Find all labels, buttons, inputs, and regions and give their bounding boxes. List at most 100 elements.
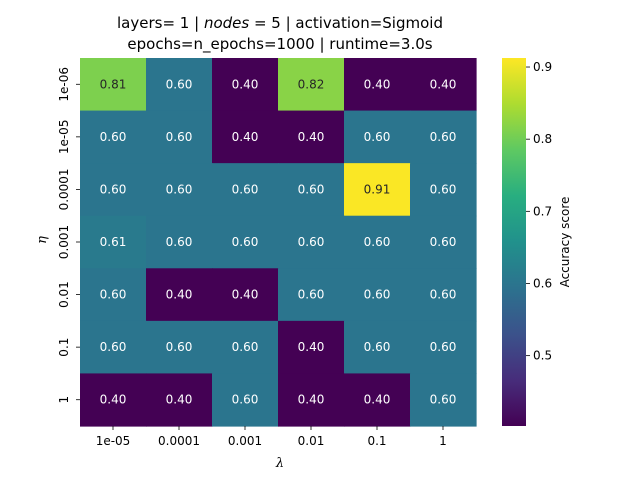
heatmap-cell xyxy=(80,58,147,112)
x-tick-label: 1e-05 xyxy=(96,434,131,448)
cell-value-label: 0.61 xyxy=(100,235,127,249)
cell-value-label: 0.91 xyxy=(364,182,391,196)
heatmap-cell xyxy=(212,58,279,112)
heatmap-cell xyxy=(344,373,411,427)
heatmap-cell xyxy=(410,268,477,322)
cell-value-label: 0.40 xyxy=(166,288,193,302)
heatmap-cell xyxy=(410,163,477,217)
heatmap-cell xyxy=(146,163,213,217)
cell-value-label: 0.60 xyxy=(364,235,391,249)
heatmap-cell xyxy=(344,58,411,112)
heatmap-cell xyxy=(212,110,279,164)
cell-value-label: 0.60 xyxy=(100,182,127,196)
colorbar-tick-label: 0.9 xyxy=(533,60,552,74)
cell-value-label: 0.60 xyxy=(166,130,193,144)
x-tick-label: 1 xyxy=(439,434,447,448)
heatmap-cell xyxy=(146,268,213,322)
y-axis-label: η xyxy=(35,236,50,244)
heatmap-cell xyxy=(146,373,213,427)
x-tick-label: 0.01 xyxy=(298,434,325,448)
heatmap-cells: 0.81 0.60 0.40 0.82 0.40 0.40 0.60 0.60 0.40 0.40… xyxy=(80,58,477,427)
cell-value-label: 0.60 xyxy=(364,130,391,144)
colorbar-tick-label: 0.7 xyxy=(533,204,552,218)
cell-value-label: 0.40 xyxy=(430,77,457,91)
heatmap-cell xyxy=(278,373,345,427)
heatmap-cell xyxy=(410,215,477,269)
heatmap-cell xyxy=(80,215,147,269)
cell-value-label: 0.60 xyxy=(166,340,193,354)
x-axis-label: λ xyxy=(275,456,284,471)
cell-value-label: 0.40 xyxy=(298,393,325,407)
heatmap-cell xyxy=(278,110,345,164)
colorbar-ticks: 0.5 0.6 0.7 0.8 0.9 xyxy=(526,60,552,363)
cell-value-label: 0.60 xyxy=(364,288,391,302)
y-tick-label: 0.001 xyxy=(57,225,71,259)
chart-title-prefix: layers= 1 | xyxy=(117,14,204,32)
cell-value-label: 0.82 xyxy=(298,77,325,91)
heatmap-cell xyxy=(80,373,147,427)
cell-value-label: 0.40 xyxy=(232,77,259,91)
cell-value-label: 0.60 xyxy=(430,182,457,196)
heatmap-cell xyxy=(212,268,279,322)
cell-value-label: 0.60 xyxy=(430,288,457,302)
heatmap-cell xyxy=(212,163,279,217)
cell-value-label: 0.81 xyxy=(100,77,127,91)
heatmap-cell xyxy=(80,110,147,164)
cell-value-label: 0.60 xyxy=(364,340,391,354)
cell-value-label: 0.40 xyxy=(364,77,391,91)
cell-value-label: 0.60 xyxy=(430,235,457,249)
heatmap-cell xyxy=(278,268,345,322)
heatmap-cell xyxy=(80,320,147,375)
heatmap-cell xyxy=(344,215,411,269)
cell-value-label: 0.60 xyxy=(166,77,193,91)
heatmap-cell xyxy=(212,215,279,269)
heatmap-cell xyxy=(278,58,345,112)
colorbar-tick-label: 0.6 xyxy=(533,276,552,290)
y-tick-label: 1e-06 xyxy=(57,67,71,102)
cell-value-label: 0.60 xyxy=(430,340,457,354)
chart-title-suffix: = 5 | activation=Sigmoid xyxy=(249,14,443,32)
cell-value-label: 0.60 xyxy=(166,235,193,249)
chart-title-italic-term: nodes xyxy=(204,14,249,32)
cell-value-label: 0.40 xyxy=(100,393,127,407)
heatmap-cell xyxy=(344,110,411,164)
x-tick-label: 0.001 xyxy=(228,434,262,448)
y-tick-label: 0.01 xyxy=(57,281,71,308)
chart-title-line-1: layers= 1 | nodes = 5 | activation=Sigmo… xyxy=(117,14,443,32)
cell-value-label: 0.60 xyxy=(232,393,259,407)
colorbar-tick-label: 0.5 xyxy=(533,349,552,363)
y-tick-label: 0.0001 xyxy=(57,168,71,210)
cell-value-label: 0.40 xyxy=(232,130,259,144)
heatmap-cell xyxy=(344,320,411,375)
y-tick-label: 0.1 xyxy=(57,338,71,357)
heatmap-cell xyxy=(344,268,411,322)
heatmap-cell xyxy=(278,215,345,269)
heatmap-cell xyxy=(410,373,477,427)
x-tick-label: 0.1 xyxy=(367,434,386,448)
heatmap-cell xyxy=(212,320,279,375)
cell-value-label: 0.60 xyxy=(232,340,259,354)
heatmap-cell xyxy=(278,163,345,217)
chart-title-line-2: epochs=n_epochs=1000 | runtime=3.0s xyxy=(127,35,432,54)
cell-value-label: 0.40 xyxy=(166,393,193,407)
cell-value-label: 0.40 xyxy=(232,288,259,302)
heatmap-cell xyxy=(410,320,477,375)
heatmap-cell xyxy=(410,58,477,112)
cell-value-label: 0.60 xyxy=(232,182,259,196)
heatmap-cell xyxy=(146,110,213,164)
cell-value-label: 0.40 xyxy=(298,340,325,354)
y-tick-label: 1e-05 xyxy=(57,120,71,155)
cell-value-label: 0.60 xyxy=(298,235,325,249)
heatmap-cell xyxy=(278,320,345,375)
heatmap-cell xyxy=(212,373,279,427)
cell-value-label: 0.40 xyxy=(298,130,325,144)
colorbar-tick-label: 0.8 xyxy=(533,132,552,146)
heatmap-cell xyxy=(344,163,411,217)
heatmap-cell xyxy=(410,110,477,164)
y-axis-ticks: 1e-06 1e-05 0.0001 0.001 0.01 0.1 1 xyxy=(57,67,80,404)
colorbar-label: Accuracy score xyxy=(558,197,572,288)
y-tick-label: 1 xyxy=(57,396,71,404)
cell-value-label: 0.60 xyxy=(166,182,193,196)
cell-value-label: 0.60 xyxy=(100,130,127,144)
